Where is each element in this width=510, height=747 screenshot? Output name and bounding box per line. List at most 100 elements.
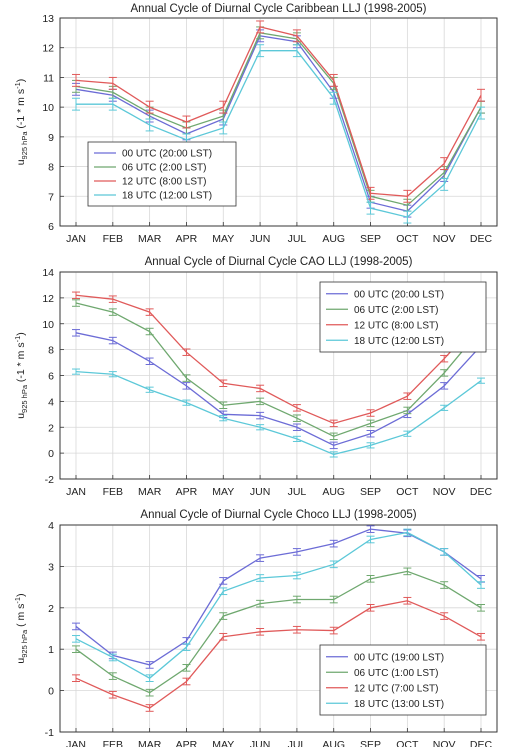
legend-label: 06 UTC (2:00 LST) <box>122 163 206 174</box>
y-axis-label-sup: -1 <box>13 597 22 604</box>
chart-panel-1: 6 7 8 9 10 11 12 13 JAN FEB MAR APR MAY JUN JUL AUG SEP O… <box>13 3 498 245</box>
y-tick-label: 6 <box>48 371 54 383</box>
series-line <box>75 294 482 425</box>
series-line <box>75 600 482 709</box>
x-tick-label: JAN <box>66 486 86 498</box>
x-tick-label: MAR <box>138 233 162 245</box>
series-line <box>75 35 482 212</box>
plot-border <box>59 524 498 733</box>
y-tick-label: 10 <box>42 319 54 331</box>
y-tick-label: 2 <box>48 603 54 615</box>
x-tick-label: SEP <box>360 233 381 245</box>
legend-label: 18 UTC (13:00 LST) <box>354 699 444 710</box>
x-tick-label: DEC <box>470 233 493 245</box>
x-tick-label: OCT <box>396 486 419 498</box>
y-tick-label: -2 <box>45 474 54 486</box>
y-axis-label: u925 hPa (-1 * m s-1) <box>13 332 29 419</box>
legend-label: 00 UTC (19:00 LST) <box>354 652 444 663</box>
series-3 <box>72 20 485 203</box>
series-4 <box>72 528 485 682</box>
y-axis-label-main: u <box>15 658 27 664</box>
plot-border <box>59 17 498 227</box>
x-tick-label: NOV <box>433 739 456 747</box>
x-tick-label: MAY <box>212 739 234 747</box>
y-axis-label-sub: 925 hPa <box>20 384 29 413</box>
x-tick-label: APR <box>176 486 198 498</box>
y-axis-label-unit: (-1 * m s <box>15 89 27 132</box>
legend-label: 06 UTC (2:00 LST) <box>354 305 438 316</box>
y-tick-label: 2 <box>48 422 54 434</box>
chart-title: Annual Cycle of Diurnal Cycle CAO LLJ (1… <box>145 256 413 268</box>
x-tick-label: MAY <box>212 233 234 245</box>
x-tick-label: AUG <box>322 233 345 245</box>
y-tick-label: 11 <box>43 72 54 84</box>
x-tick-label: AUG <box>322 486 345 498</box>
series-3 <box>72 291 485 428</box>
x-tick-label: JUN <box>250 233 270 245</box>
y-axis-label: u925 hPa ( m s-1) <box>13 593 29 663</box>
x-tick-label: MAR <box>138 739 162 747</box>
series-line <box>76 50 482 218</box>
y-tick-label: 0 <box>48 448 54 460</box>
x-tick-label: SEP <box>360 486 381 498</box>
x-tick-label: JUL <box>288 233 307 245</box>
x-tick-label: APR <box>176 233 198 245</box>
y-axis-label-end: ) <box>15 332 27 336</box>
series-line <box>75 32 482 206</box>
y-tick-label: 3 <box>48 561 54 573</box>
chart-title: Annual Cycle of Diurnal Cycle Choco LLJ … <box>140 509 416 521</box>
y-axis-label-sup: -1 <box>13 82 22 89</box>
x-tick-label: JUN <box>250 486 270 498</box>
y-tick-label: 9 <box>48 132 54 144</box>
y-axis-label-unit: (-1 * m s <box>15 342 27 385</box>
y-tick-label: 12 <box>42 43 54 55</box>
x-tick-label: DEC <box>470 739 493 747</box>
x-tick-label: MAR <box>138 486 162 498</box>
x-tick-label: SEP <box>360 739 381 747</box>
legend-label: 12 UTC (8:00 LST) <box>354 320 438 331</box>
legend: 00 UTC (20:00 LST) 06 UTC (2:00 LST) 12 UT… <box>87 141 237 207</box>
chart-panel-2: -2 0 2 4 6 8 10 12 14 JAN FEB MAR APR MAY JUN JUL AUG SEP… <box>13 256 498 498</box>
y-tick-label: 8 <box>48 162 54 174</box>
legend-label: 18 UTC (12:00 LST) <box>354 336 444 347</box>
series-line <box>75 370 482 456</box>
series-line <box>75 531 482 679</box>
y-axis-label-sup: -1 <box>13 336 22 343</box>
y-axis-label-main: u <box>15 413 27 419</box>
y-tick-label: 10 <box>42 102 54 114</box>
legend-label: 00 UTC (20:00 LST) <box>354 289 444 300</box>
x-tick-label: OCT <box>396 233 419 245</box>
y-tick-label: 1 <box>48 644 54 656</box>
y-axis-label-end: ) <box>15 593 27 597</box>
legend-label: 06 UTC (1:00 LST) <box>354 668 438 679</box>
y-tick-label: 4 <box>48 396 54 408</box>
y-axis-label: u925 hPa (-1 * m s-1) <box>13 79 29 166</box>
y-axis-label-sub: 925 hPa <box>20 629 29 658</box>
chart-title: Annual Cycle of Diurnal Cycle Caribbean … <box>131 3 427 15</box>
x-tick-label: MAY <box>212 486 234 498</box>
y-tick-label: 12 <box>42 293 54 305</box>
y-tick-label: 0 <box>48 686 54 698</box>
series-3 <box>72 596 485 712</box>
series-line <box>75 26 482 197</box>
series-line <box>75 570 482 694</box>
legend: 00 UTC (19:00 LST) 06 UTC (1:00 LST) 12 UT… <box>319 644 487 716</box>
x-tick-label: JAN <box>66 739 86 747</box>
y-tick-label: -1 <box>45 727 54 739</box>
y-axis-label-end: ) <box>15 79 27 83</box>
series-4 <box>72 44 485 224</box>
y-tick-label: 6 <box>48 221 54 233</box>
x-tick-label: FEB <box>103 486 123 498</box>
legend-label: 12 UTC (8:00 LST) <box>122 177 206 188</box>
series-2 <box>72 567 485 697</box>
y-tick-label: 4 <box>48 520 54 532</box>
x-tick-label: NOV <box>433 486 456 498</box>
x-tick-label: JUN <box>250 739 270 747</box>
chart-panel-3: -1 0 1 2 3 4 JAN FEB MAR APR MAY JUN JUL AUG SEP OCT NOV… <box>13 509 498 747</box>
x-tick-label: JUL <box>288 486 307 498</box>
x-tick-label: DEC <box>470 486 493 498</box>
series-line <box>75 332 482 447</box>
y-tick-label: 14 <box>42 267 54 279</box>
y-tick-label: 8 <box>48 345 54 357</box>
